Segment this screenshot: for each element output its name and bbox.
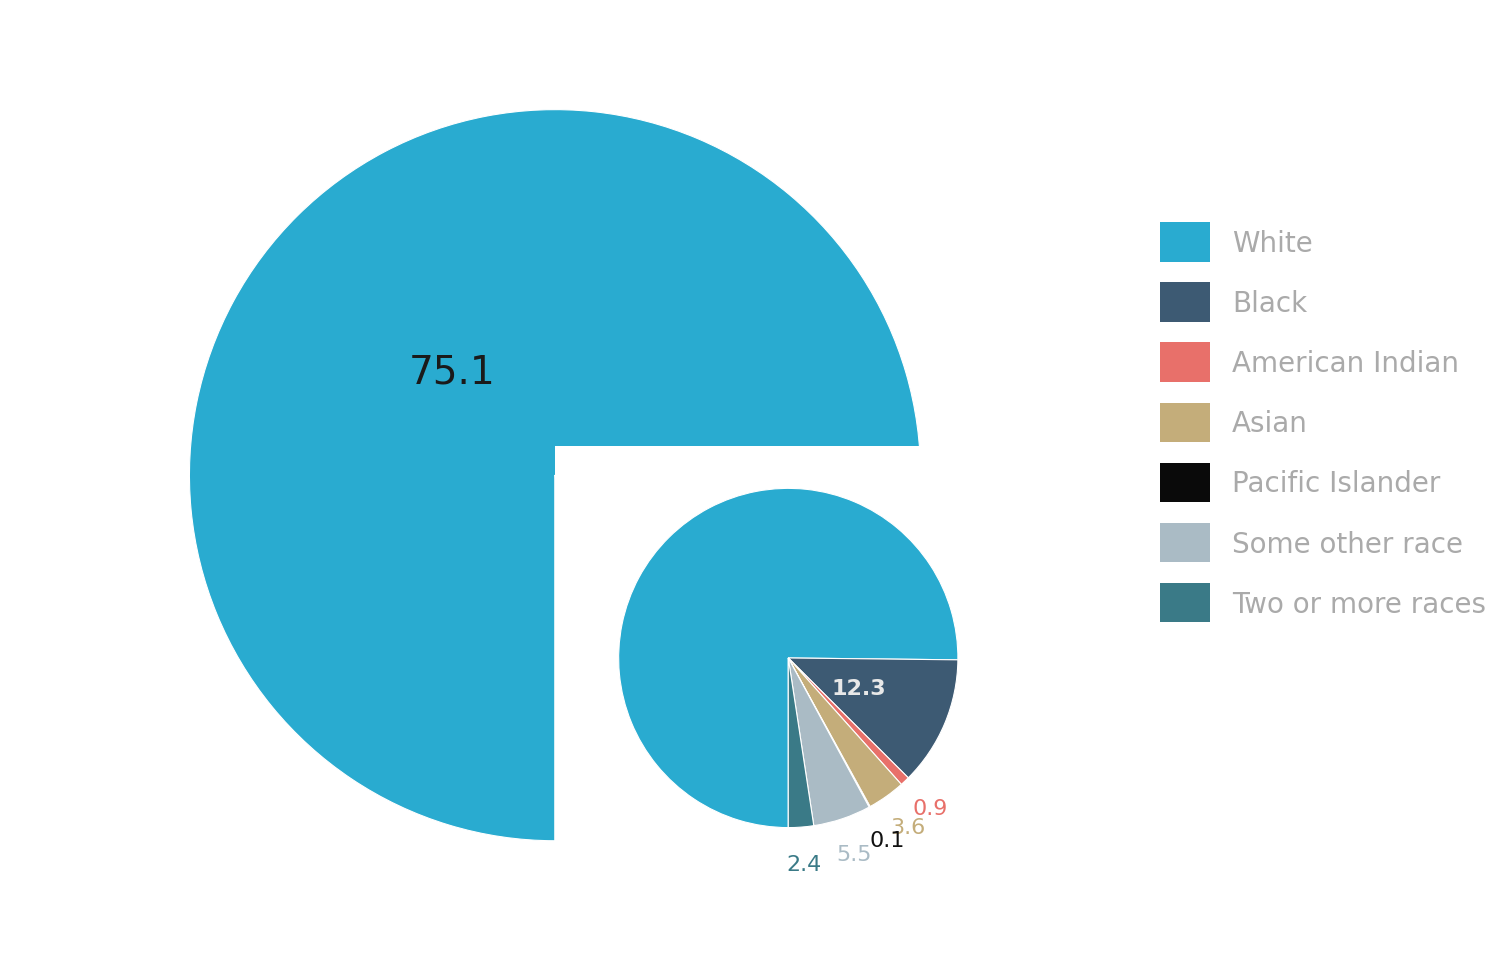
Wedge shape (555, 476, 610, 841)
Wedge shape (789, 658, 868, 825)
Wedge shape (789, 658, 901, 806)
Text: 5.5: 5.5 (837, 845, 872, 864)
Text: 0.9: 0.9 (914, 799, 948, 819)
Wedge shape (789, 658, 909, 784)
Wedge shape (189, 111, 921, 841)
Wedge shape (555, 476, 921, 733)
Wedge shape (555, 476, 729, 837)
Text: 75.1: 75.1 (410, 353, 495, 391)
Wedge shape (789, 658, 870, 807)
Polygon shape (555, 447, 950, 870)
Wedge shape (618, 489, 958, 827)
Text: 3.6: 3.6 (891, 817, 926, 837)
Wedge shape (789, 658, 958, 778)
Wedge shape (555, 476, 732, 797)
Text: 0.1: 0.1 (870, 829, 904, 850)
Wedge shape (789, 658, 814, 827)
Legend: White, Black, American Indian, Asian, Pacific Islander, Some other race, Two or : White, Black, American Indian, Asian, Pa… (1160, 223, 1486, 623)
Text: 12.3: 12.3 (831, 678, 886, 698)
Wedge shape (555, 476, 798, 796)
Wedge shape (555, 476, 813, 748)
Text: 2.4: 2.4 (786, 854, 822, 875)
